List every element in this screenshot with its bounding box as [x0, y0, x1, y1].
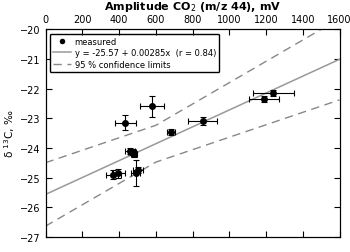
Legend: measured, y = -25.57 + 0.00285x  (r = 0.84), 95 % confidence limits: measured, y = -25.57 + 0.00285x (r = 0.8… — [50, 34, 219, 73]
X-axis label: Amplitude CO$_2$ (m/z 44), mV: Amplitude CO$_2$ (m/z 44), mV — [104, 0, 281, 14]
Y-axis label: δ $^{13}$C, ‰: δ $^{13}$C, ‰ — [2, 109, 17, 158]
